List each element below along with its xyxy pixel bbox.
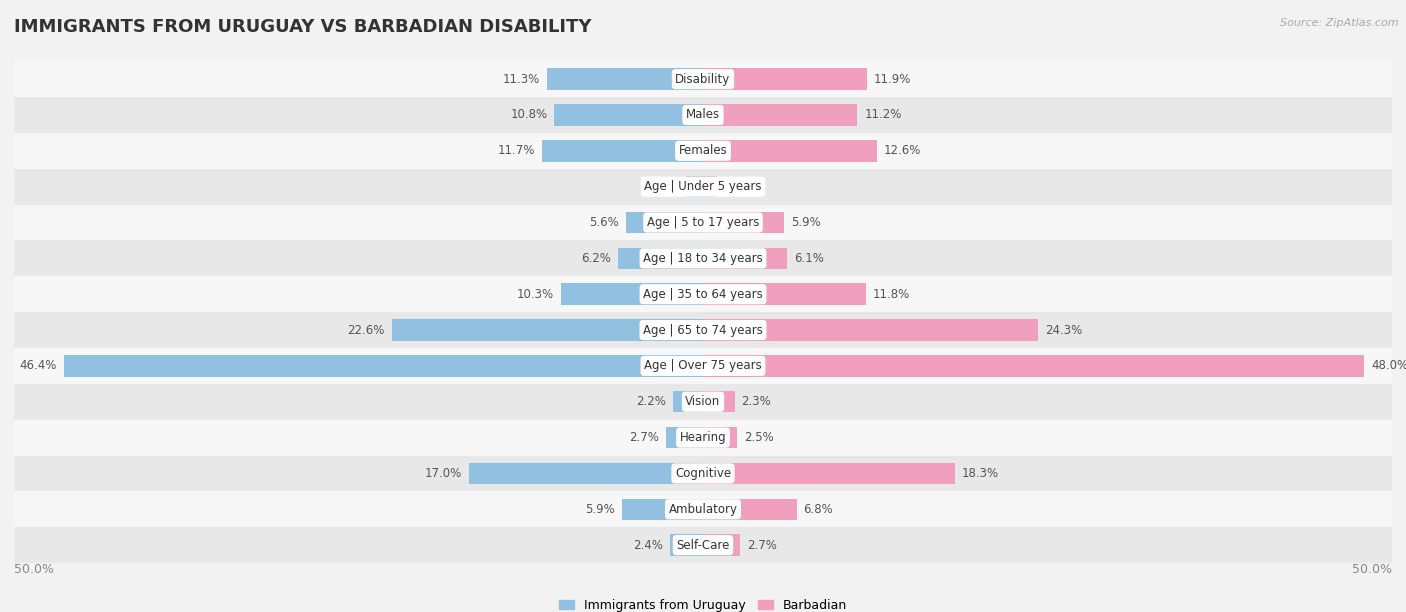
Text: Ambulatory: Ambulatory (668, 503, 738, 516)
Bar (554, 104, 703, 125)
Text: Age | 65 to 74 years: Age | 65 to 74 years (643, 324, 763, 337)
Bar (541, 140, 703, 162)
Text: 11.3%: 11.3% (503, 73, 540, 86)
Text: 11.2%: 11.2% (865, 108, 901, 121)
Text: 17.0%: 17.0% (425, 467, 461, 480)
Bar (686, 176, 703, 198)
Bar (14, 241, 1392, 276)
Text: 6.1%: 6.1% (794, 252, 824, 265)
Bar (703, 391, 735, 412)
Text: 11.8%: 11.8% (873, 288, 910, 300)
Bar (14, 527, 1392, 563)
Bar (547, 69, 703, 90)
Bar (626, 212, 703, 233)
Bar (14, 61, 1392, 97)
Text: 46.4%: 46.4% (20, 359, 56, 372)
Legend: Immigrants from Uruguay, Barbadian: Immigrants from Uruguay, Barbadian (554, 594, 852, 612)
Bar (14, 133, 1392, 169)
Text: 22.6%: 22.6% (347, 324, 385, 337)
Text: Females: Females (679, 144, 727, 157)
Text: Age | 35 to 64 years: Age | 35 to 64 years (643, 288, 763, 300)
Bar (703, 69, 868, 90)
Text: Self-Care: Self-Care (676, 539, 730, 551)
Bar (617, 248, 703, 269)
Text: 24.3%: 24.3% (1045, 324, 1083, 337)
Text: 1.2%: 1.2% (650, 180, 679, 193)
Text: Age | 5 to 17 years: Age | 5 to 17 years (647, 216, 759, 229)
Bar (63, 355, 703, 376)
Bar (703, 463, 955, 484)
Bar (14, 420, 1392, 455)
Bar (703, 319, 1038, 341)
Bar (14, 455, 1392, 491)
Bar (14, 491, 1392, 527)
Text: 6.8%: 6.8% (804, 503, 834, 516)
Text: 5.9%: 5.9% (792, 216, 821, 229)
Bar (14, 384, 1392, 420)
Bar (14, 204, 1392, 241)
Text: Hearing: Hearing (679, 431, 727, 444)
Text: 50.0%: 50.0% (14, 563, 53, 576)
Text: 48.0%: 48.0% (1371, 359, 1406, 372)
Bar (621, 499, 703, 520)
Text: 1.0%: 1.0% (724, 180, 754, 193)
Text: 2.3%: 2.3% (741, 395, 772, 408)
Bar (703, 248, 787, 269)
Bar (666, 427, 703, 449)
Bar (14, 97, 1392, 133)
Text: 10.8%: 10.8% (510, 108, 547, 121)
Text: Cognitive: Cognitive (675, 467, 731, 480)
Text: Disability: Disability (675, 73, 731, 86)
Bar (468, 463, 703, 484)
Bar (703, 355, 1364, 376)
Text: 6.2%: 6.2% (581, 252, 610, 265)
Bar (703, 176, 717, 198)
Text: 2.4%: 2.4% (633, 539, 664, 551)
Text: 2.7%: 2.7% (747, 539, 778, 551)
Bar (703, 499, 797, 520)
Text: Age | Over 75 years: Age | Over 75 years (644, 359, 762, 372)
Bar (392, 319, 703, 341)
Bar (703, 427, 738, 449)
Text: Males: Males (686, 108, 720, 121)
Bar (703, 534, 740, 556)
Text: Source: ZipAtlas.com: Source: ZipAtlas.com (1281, 18, 1399, 28)
Text: Age | Under 5 years: Age | Under 5 years (644, 180, 762, 193)
Bar (703, 283, 866, 305)
Text: 5.9%: 5.9% (585, 503, 614, 516)
Text: Age | 18 to 34 years: Age | 18 to 34 years (643, 252, 763, 265)
Text: 11.9%: 11.9% (875, 73, 911, 86)
Bar (703, 212, 785, 233)
Text: 11.7%: 11.7% (498, 144, 534, 157)
Text: Vision: Vision (685, 395, 721, 408)
Text: 5.6%: 5.6% (589, 216, 619, 229)
Bar (14, 169, 1392, 204)
Text: 2.7%: 2.7% (628, 431, 659, 444)
Bar (14, 348, 1392, 384)
Bar (561, 283, 703, 305)
Bar (14, 276, 1392, 312)
Bar (703, 104, 858, 125)
Text: 12.6%: 12.6% (883, 144, 921, 157)
Bar (672, 391, 703, 412)
Bar (669, 534, 703, 556)
Text: 10.3%: 10.3% (517, 288, 554, 300)
Text: 2.5%: 2.5% (744, 431, 775, 444)
Text: IMMIGRANTS FROM URUGUAY VS BARBADIAN DISABILITY: IMMIGRANTS FROM URUGUAY VS BARBADIAN DIS… (14, 18, 592, 36)
Bar (703, 140, 876, 162)
Text: 50.0%: 50.0% (1353, 563, 1392, 576)
Text: 18.3%: 18.3% (962, 467, 1000, 480)
Bar (14, 312, 1392, 348)
Text: 2.2%: 2.2% (636, 395, 666, 408)
